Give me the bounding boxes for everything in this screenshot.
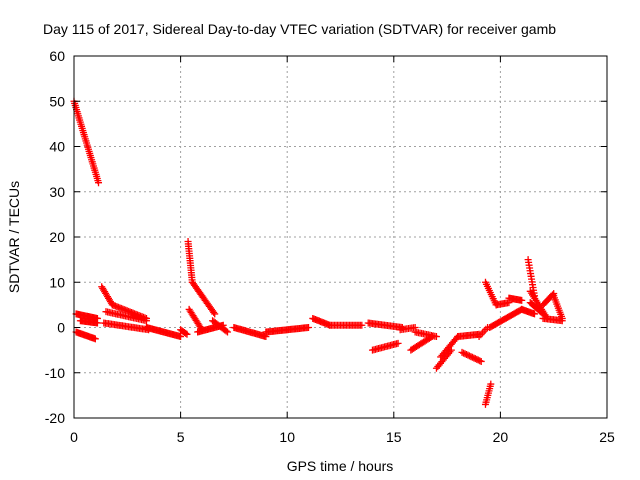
data-points (70, 97, 566, 408)
data-point (487, 380, 495, 388)
data-point (432, 333, 440, 341)
data-point (183, 330, 191, 338)
data-point (182, 329, 190, 337)
y-tick-label: 30 (49, 184, 65, 200)
data-point (211, 310, 219, 318)
data-point (538, 309, 546, 317)
x-tick-label: 20 (493, 429, 509, 445)
x-tick-label: 0 (70, 429, 78, 445)
x-axis-label: GPS time / hours (287, 458, 394, 474)
data-point (476, 357, 484, 365)
data-point (91, 335, 99, 343)
data-point (394, 339, 402, 347)
data-point (358, 321, 366, 329)
data-point (222, 327, 230, 335)
x-tick-label: 15 (386, 429, 402, 445)
chart-title: Day 115 of 2017, Sidereal Day-to-day VTE… (43, 21, 556, 37)
data-point (93, 319, 101, 327)
y-tick-label: -20 (45, 410, 65, 426)
data-point (224, 328, 232, 336)
x-tick-label: 5 (177, 429, 185, 445)
x-tick-label: 25 (599, 429, 615, 445)
y-tick-label: 20 (49, 229, 65, 245)
y-axis-label: SDTVAR / TECUs (6, 181, 22, 293)
x-tick-label: 10 (279, 429, 295, 445)
data-point (305, 324, 313, 331)
data-point (477, 357, 485, 365)
data-point (177, 333, 185, 341)
y-tick-label: 0 (57, 320, 65, 336)
data-point (210, 308, 218, 316)
data-point (518, 296, 526, 304)
data-point (531, 310, 539, 318)
grid (74, 56, 607, 418)
tick-marks (73, 55, 608, 419)
y-tick-label: -10 (45, 365, 65, 381)
x-tick-labels: 0 5 10 15 20 25 (70, 429, 615, 445)
data-point (142, 317, 150, 325)
data-point (558, 317, 566, 325)
y-tick-label: 60 (49, 48, 65, 64)
data-point (95, 179, 103, 187)
y-tick-label: 40 (49, 139, 65, 155)
y-tick-label: 50 (49, 93, 65, 109)
y-tick-label: 10 (49, 274, 65, 290)
y-tick-labels: -20 -10 0 10 20 30 40 50 60 (45, 48, 65, 426)
